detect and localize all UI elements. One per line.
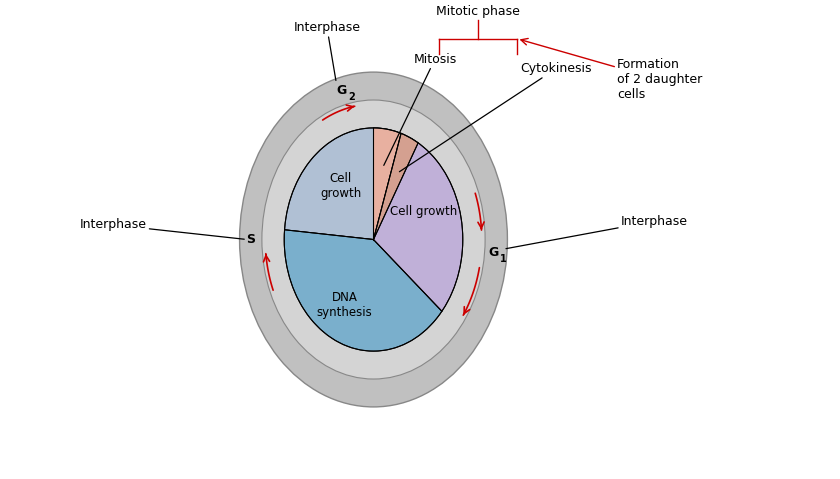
Polygon shape bbox=[284, 230, 442, 351]
Text: Cell growth: Cell growth bbox=[390, 205, 457, 217]
Polygon shape bbox=[374, 128, 463, 311]
Text: 2: 2 bbox=[349, 92, 355, 102]
Text: Cytokinesis: Cytokinesis bbox=[400, 62, 592, 171]
Polygon shape bbox=[374, 133, 418, 240]
Ellipse shape bbox=[284, 128, 463, 351]
Polygon shape bbox=[285, 128, 374, 240]
Text: DNA
synthesis: DNA synthesis bbox=[317, 291, 372, 319]
Text: 1: 1 bbox=[501, 254, 507, 264]
Text: G: G bbox=[337, 84, 347, 97]
Text: Formation
of 2 daughter
cells: Formation of 2 daughter cells bbox=[521, 38, 702, 101]
Text: G: G bbox=[488, 246, 499, 260]
Text: Interphase: Interphase bbox=[80, 218, 244, 239]
Text: Mitosis: Mitosis bbox=[384, 53, 456, 165]
Text: Interphase: Interphase bbox=[293, 21, 360, 80]
Ellipse shape bbox=[262, 100, 486, 379]
Text: Cell
growth: Cell growth bbox=[320, 171, 361, 200]
Ellipse shape bbox=[239, 72, 507, 407]
Polygon shape bbox=[374, 128, 401, 240]
Text: S: S bbox=[246, 233, 255, 246]
Text: Mitotic phase: Mitotic phase bbox=[436, 5, 520, 18]
Text: Interphase: Interphase bbox=[506, 215, 688, 249]
